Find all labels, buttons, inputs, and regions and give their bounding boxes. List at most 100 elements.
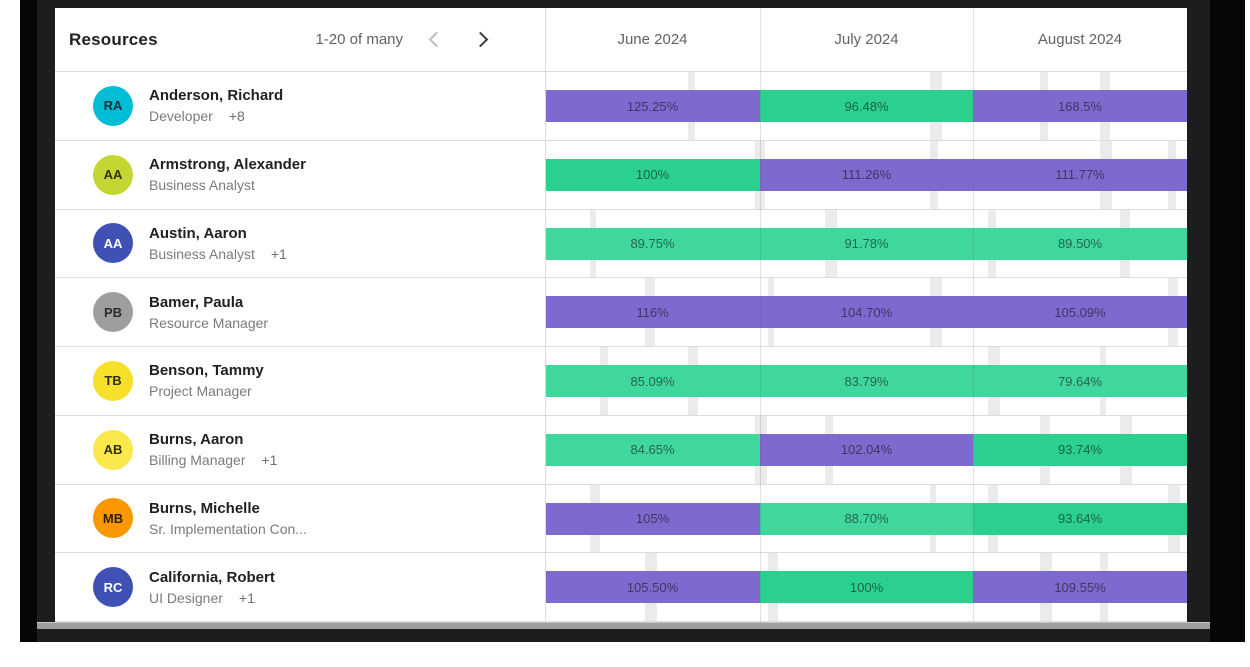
pagination-prev-button[interactable] [419, 25, 449, 55]
utilization-cell[interactable]: 91.78% [760, 227, 973, 260]
row-timeline: 100% 111.26% 111.77% [545, 140, 1187, 209]
avatar: RA [93, 85, 133, 126]
utilization-cell[interactable]: 89.75% [545, 227, 760, 260]
resource-name: Anderson, Richard [149, 87, 284, 105]
resource-info-cell: AB Burns, Aaron Billing Manager +1 [55, 415, 545, 484]
utilization-cell[interactable]: 96.48% [760, 90, 973, 122]
resource-role: Developer [149, 108, 213, 125]
resource-extra-roles-badge[interactable]: +1 [238, 589, 255, 606]
resource-info-cell: RA Anderson, Richard Developer +8 [55, 72, 545, 140]
utilization-cell[interactable]: 100% [545, 158, 760, 191]
resource-info-cell: AA Austin, Aaron Business Analyst +1 [55, 209, 545, 278]
utilization-cell[interactable]: 89.50% [973, 227, 1187, 260]
utilization-cell[interactable]: 79.64% [973, 365, 1187, 397]
resource-row[interactable]: 125.25% 96.48% 168.5% RA Anderson, Richard… [55, 72, 1187, 141]
avatar: AB [93, 429, 133, 470]
resource-name: Armstrong, Alexander [149, 156, 306, 174]
row-timeline: 89.75% 91.78% 89.50% [545, 209, 1187, 278]
utilization-cell[interactable]: 105.50% [545, 571, 760, 604]
app-window-frame: Resources 1-20 of many June 2024 July 20… [20, 0, 1245, 642]
resource-info-cell: TB Benson, Tammy Project Manager [55, 347, 545, 415]
resource-info-cell: PB Bamer, Paula Resource Manager [55, 278, 545, 346]
pagination-range: 1-20 of many [315, 31, 403, 48]
avatar: AA [93, 154, 133, 195]
resource-role: UI Designer [149, 589, 223, 606]
resource-name: Burns, Aaron [149, 431, 244, 449]
resource-planner-panel: Resources 1-20 of many June 2024 July 20… [55, 8, 1187, 622]
resource-extra-roles-badge[interactable]: +1 [261, 452, 278, 469]
resources-header-cell: Resources 1-20 of many [55, 8, 545, 71]
utilization-cell[interactable]: 109.55% [973, 571, 1187, 604]
resource-text: Burns, Michelle Sr. Implementation Con..… [149, 500, 307, 537]
resource-role: Project Manager [149, 383, 252, 400]
resource-row[interactable]: 85.09% 83.79% 79.64% TB Benson, Tammy Proj… [55, 347, 1187, 416]
row-timeline: 85.09% 83.79% 79.64% [545, 347, 1187, 415]
avatar: MB [93, 498, 133, 539]
resource-extra-roles-badge[interactable]: +8 [228, 108, 245, 125]
horizontal-scrollbar[interactable] [37, 622, 1210, 629]
utilization-cell[interactable]: 168.5% [973, 90, 1187, 122]
resource-text: Benson, Tammy Project Manager [149, 362, 264, 399]
utilization-cell[interactable]: 83.79% [760, 365, 973, 397]
row-timeline: 125.25% 96.48% 168.5% [545, 72, 1187, 140]
resource-info-cell: AA Armstrong, Alexander Business Analyst [55, 140, 545, 209]
utilization-cell[interactable]: 104.70% [760, 296, 973, 329]
row-timeline: 105% 88.70% 93.64% [545, 484, 1187, 553]
resource-text: Anderson, Richard Developer +8 [149, 87, 283, 124]
resource-extra-roles-badge[interactable]: +1 [270, 245, 287, 262]
utilization-cell[interactable]: 84.65% [545, 433, 760, 466]
resource-name: Austin, Aaron [149, 224, 247, 242]
avatar: AA [93, 223, 133, 264]
resource-text: Bamer, Paula Resource Manager [149, 294, 268, 331]
utilization-cell[interactable]: 93.74% [973, 433, 1187, 466]
utilization-cell[interactable]: 102.04% [760, 433, 973, 466]
resource-role: Billing Manager [149, 452, 246, 469]
avatar: RC [93, 567, 133, 608]
resource-row[interactable]: 105.50% 100% 109.55% RC California, Robert… [55, 553, 1187, 622]
resource-text: Armstrong, Alexander Business Analyst [149, 156, 306, 193]
resource-name: Benson, Tammy [149, 362, 264, 380]
utilization-cell[interactable]: 85.09% [545, 365, 760, 397]
table-header: Resources 1-20 of many June 2024 July 20… [55, 8, 1187, 72]
utilization-cell[interactable]: 116% [545, 296, 760, 329]
utilization-cell[interactable]: 88.70% [760, 502, 973, 535]
resource-text: California, Robert UI Designer +1 [149, 569, 275, 606]
resource-row[interactable]: 84.65% 102.04% 93.74% AB Burns, Aaron Bill… [55, 415, 1187, 485]
utilization-cell[interactable]: 125.25% [545, 90, 760, 122]
resource-row[interactable]: 116% 104.70% 105.09% PB Bamer, Paula Resou… [55, 278, 1187, 347]
resource-role: Resource Manager [149, 314, 269, 331]
resource-row[interactable]: 105% 88.70% 93.64% MB Burns, Michelle Sr. … [55, 484, 1187, 554]
row-timeline: 84.65% 102.04% 93.74% [545, 415, 1187, 484]
avatar: TB [93, 360, 133, 401]
avatar: PB [93, 292, 133, 333]
resource-role: Sr. Implementation Con... [149, 520, 307, 537]
utilization-cell[interactable]: 111.77% [973, 158, 1187, 191]
utilization-cell[interactable]: 100% [760, 571, 973, 604]
resource-name: California, Robert [149, 568, 275, 586]
month-column-header: August 2024 [1037, 31, 1123, 48]
pagination-next-button[interactable] [467, 25, 497, 55]
resource-role: Business Analyst [149, 177, 255, 194]
resource-text: Burns, Aaron Billing Manager +1 [149, 431, 277, 468]
app-window-inner: Resources 1-20 of many June 2024 July 20… [37, 0, 1210, 642]
panel-title: Resources [69, 29, 158, 49]
utilization-cell[interactable]: 93.64% [973, 502, 1187, 535]
chevron-left-icon [428, 31, 444, 48]
resource-row[interactable]: 100% 111.26% 111.77% AA Armstrong, Alexand… [55, 140, 1187, 210]
month-column-header: June 2024 [617, 31, 688, 48]
chevron-right-icon [472, 31, 488, 48]
row-timeline: 105.50% 100% 109.55% [545, 553, 1187, 621]
resource-text: Austin, Aaron Business Analyst +1 [149, 225, 287, 262]
row-timeline: 116% 104.70% 105.09% [545, 278, 1187, 346]
utilization-cell[interactable]: 105.09% [973, 296, 1187, 329]
utilization-cell[interactable]: 105% [545, 502, 760, 535]
utilization-cell[interactable]: 111.26% [760, 158, 973, 191]
resource-name: Bamer, Paula [149, 293, 244, 311]
resource-row[interactable]: 89.75% 91.78% 89.50% AA Austin, Aaron Busi… [55, 209, 1187, 279]
resource-name: Burns, Michelle [149, 499, 260, 517]
resource-rows: 125.25% 96.48% 168.5% RA Anderson, Richard… [55, 72, 1187, 622]
resource-info-cell: MB Burns, Michelle Sr. Implementation Co… [55, 484, 545, 553]
resource-role: Business Analyst [149, 245, 255, 262]
resource-info-cell: RC California, Robert UI Designer +1 [55, 553, 545, 621]
month-column-header: July 2024 [834, 31, 899, 48]
